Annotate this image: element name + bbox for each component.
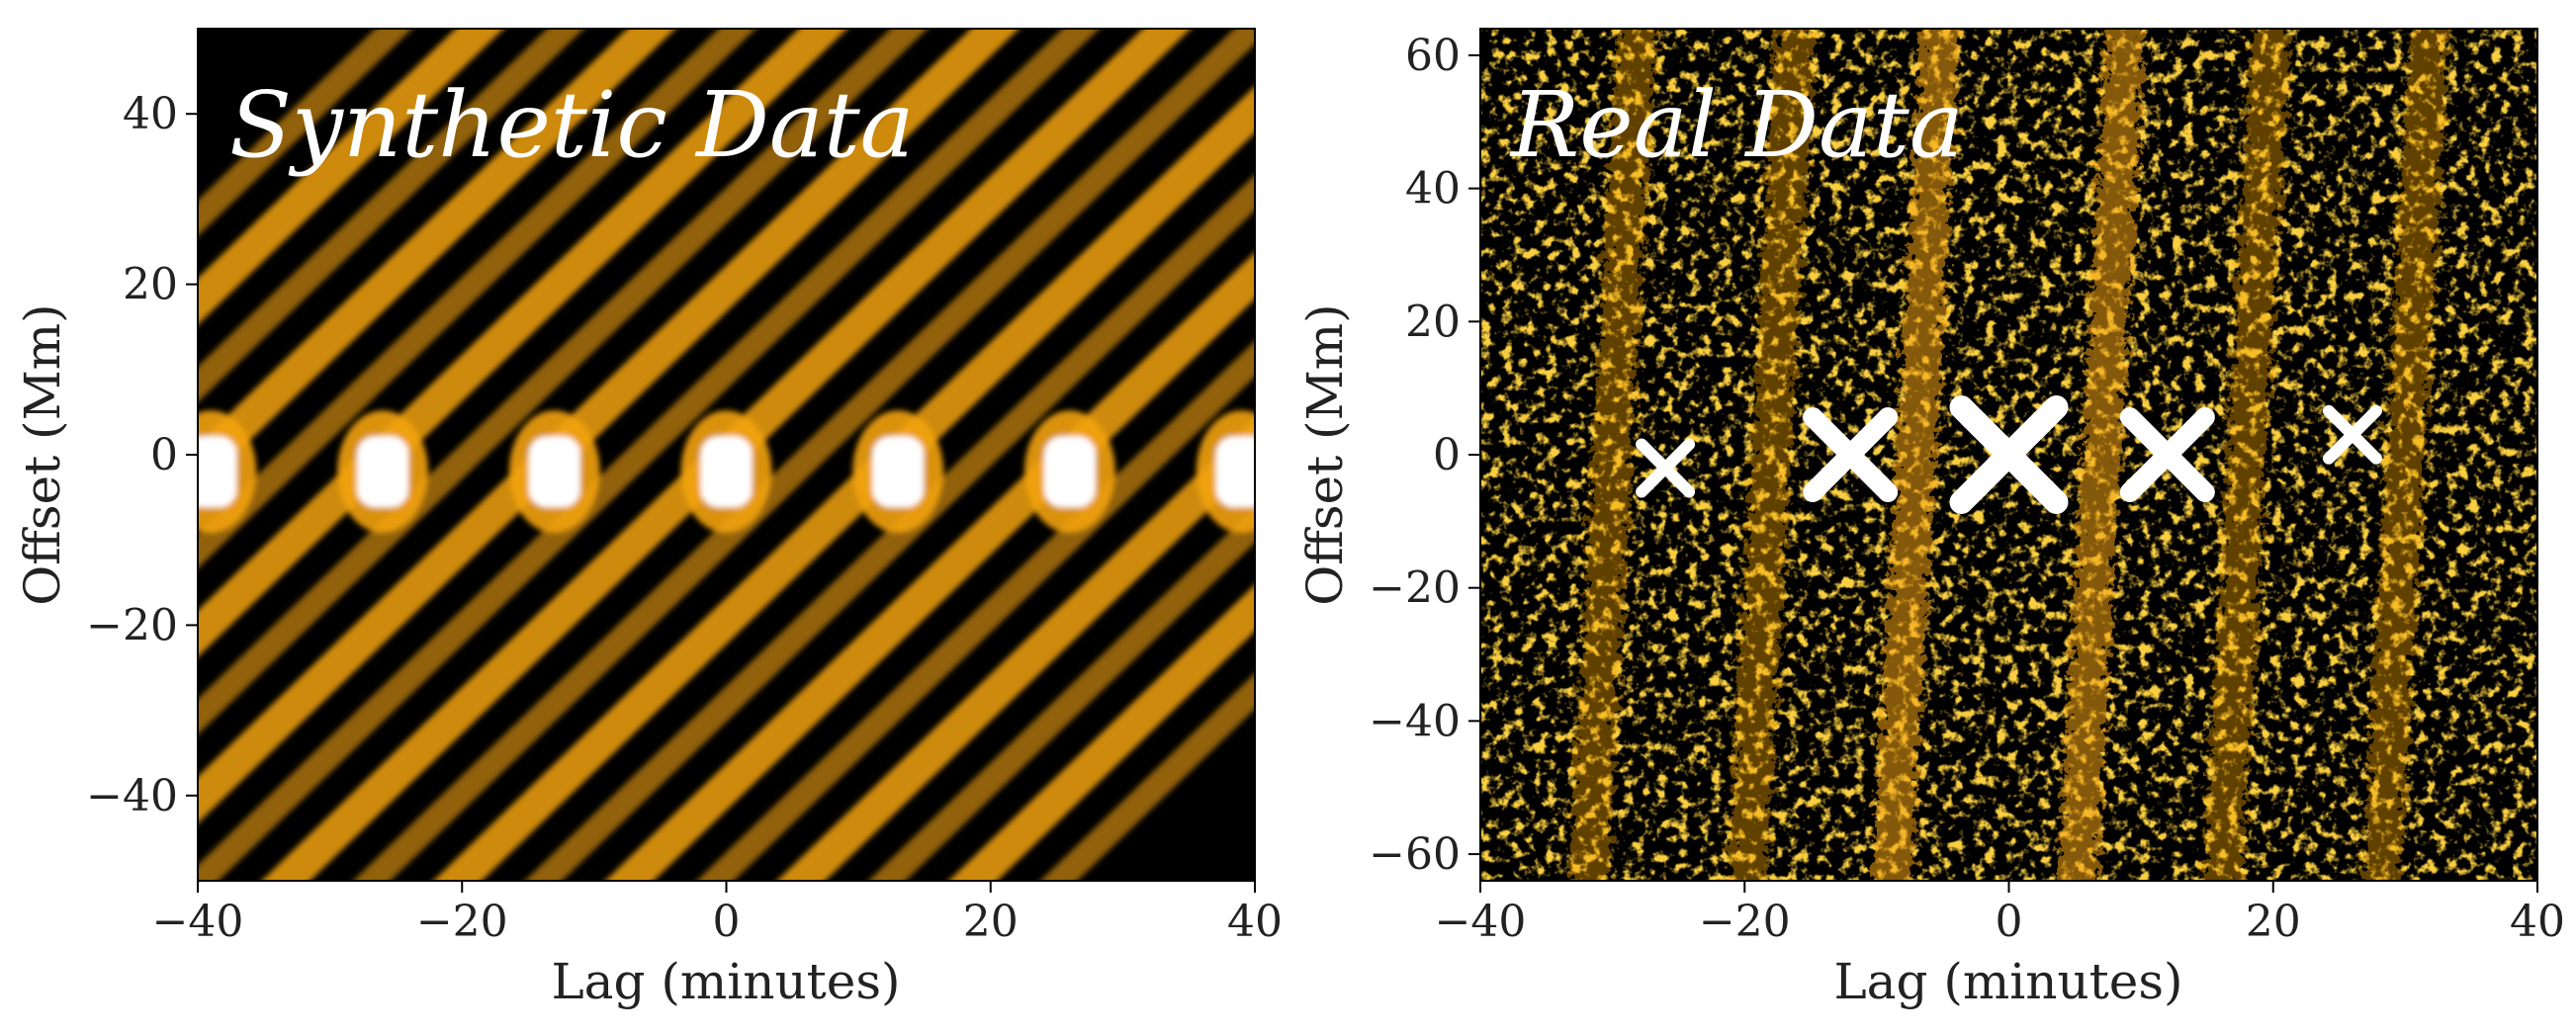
- real-panel-title: Real Data: [1509, 72, 1964, 178]
- real-y-ticks: −60 −40 −20 0 20 40 60: [1369, 31, 1480, 880]
- synthetic-panel: −40 −20 0 20 40 −40 −20 0 20 40 Synthetic Data L…: [14, 28, 1283, 1010]
- synthetic-ridge: [198, 29, 504, 325]
- synthetic-ridge: [198, 29, 1100, 881]
- synthetic-ridge: [696, 340, 1255, 881]
- real-band: [1568, 29, 1657, 881]
- real-band: [1872, 29, 1961, 881]
- real-peak: [1803, 407, 1899, 502]
- synthetic-ridge: [198, 29, 412, 236]
- synthetic-peak: [1215, 436, 1255, 508]
- synthetic-ridge: [868, 507, 1255, 881]
- synthetic-x-tick-label: 0: [713, 897, 741, 947]
- synthetic-heatmap: [198, 29, 1255, 881]
- real-x-tick-label: 20: [2246, 897, 2301, 947]
- real-y-tick-label: 0: [1433, 430, 1461, 480]
- synthetic-ridge: [1040, 673, 1255, 881]
- synthetic-panel-title: Synthetic Data: [229, 72, 915, 178]
- real-peak: [2322, 404, 2382, 465]
- real-band: [2202, 29, 2291, 881]
- synthetic-y-tick-label: −20: [86, 600, 178, 650]
- synthetic-y-tick-label: 0: [150, 430, 178, 480]
- real-peak: [1949, 395, 2069, 514]
- real-x-axis-label: Lag (minutes): [1833, 953, 2182, 1010]
- real-y-axis-label: Offset (Mm): [1296, 303, 1354, 605]
- real-band: [2057, 29, 2146, 881]
- real-y-tick-label: −20: [1369, 563, 1461, 614]
- synthetic-peak: [1043, 436, 1096, 508]
- synthetic-ridge: [198, 29, 584, 402]
- synthetic-x-tick-label: −40: [152, 897, 244, 947]
- synthetic-y-tick-label: 20: [123, 260, 178, 310]
- real-x-ticks: −40 −20 0 20 40: [1435, 881, 2565, 947]
- synthetic-ridge: [198, 29, 756, 569]
- synthetic-ridge: [524, 174, 1255, 881]
- synthetic-peak: [198, 436, 237, 508]
- synthetic-peak: [872, 436, 925, 508]
- real-peak: [2119, 407, 2215, 502]
- real-y-tick-label: −60: [1369, 829, 1461, 880]
- synthetic-x-tick-label: 40: [1227, 897, 1283, 947]
- synthetic-ridge: [948, 584, 1255, 881]
- real-x-tick-label: 0: [1996, 897, 2023, 947]
- synthetic-x-tick-label: −20: [416, 897, 508, 947]
- real-x-tick-label: 40: [2510, 897, 2565, 947]
- real-peak: [1636, 438, 1696, 498]
- real-y-tick-label: −40: [1369, 696, 1461, 746]
- synthetic-x-ticks: −40 −20 0 20 40: [152, 881, 1283, 947]
- synthetic-y-tick-label: −40: [86, 771, 178, 821]
- synthetic-peak: [528, 436, 580, 508]
- synthetic-peak: [700, 436, 753, 508]
- synthetic-y-ticks: −40 −20 0 20 40: [86, 89, 198, 821]
- real-heatmap: [1480, 29, 2537, 881]
- real-x-tick-label: −20: [1699, 897, 1791, 947]
- synthetic-x-axis-label: Lag (minutes): [551, 953, 900, 1010]
- synthetic-peak: [357, 436, 409, 508]
- real-bands: [1568, 29, 2449, 881]
- synthetic-y-axis-label: Offset (Mm): [14, 303, 71, 605]
- synthetic-ridge: [353, 29, 1255, 881]
- real-y-tick-label: 40: [1405, 164, 1461, 215]
- real-band: [2360, 29, 2449, 881]
- real-panel: −40 −20 0 20 40 −60 −40 −20 0 20 40 60 Real Data L…: [1296, 28, 2565, 1010]
- real-y-tick-label: 60: [1405, 31, 1461, 81]
- synthetic-x-tick-label: 20: [963, 897, 1019, 947]
- real-x-tick-label: −40: [1435, 897, 1527, 947]
- real-y-tick-label: 20: [1405, 297, 1461, 347]
- synthetic-y-tick-label: 40: [123, 89, 178, 139]
- synthetic-ridge: [198, 29, 929, 735]
- real-band: [1727, 29, 1816, 881]
